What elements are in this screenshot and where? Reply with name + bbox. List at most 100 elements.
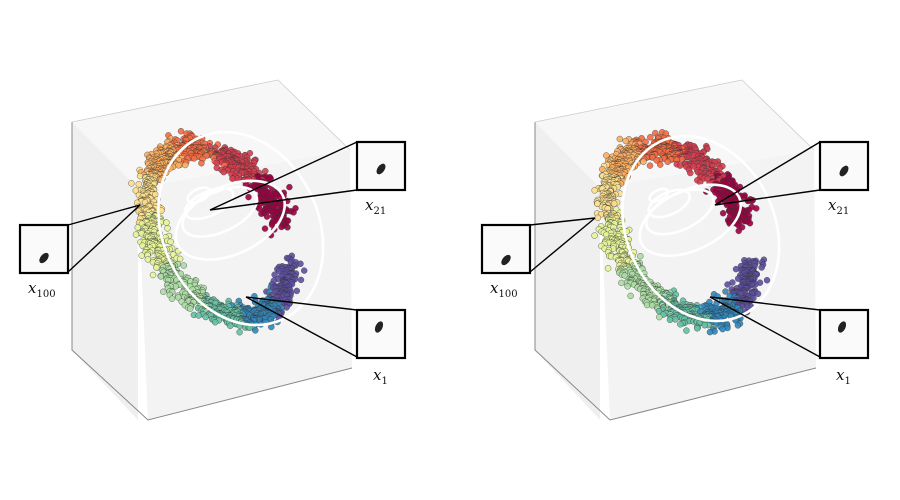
inset-x21: x21 bbox=[818, 140, 870, 217]
inset-label: x21 bbox=[365, 196, 386, 217]
scatter-point bbox=[263, 213, 271, 220]
scatter-point bbox=[182, 161, 189, 169]
scatter-point bbox=[640, 158, 647, 165]
scatter-point bbox=[153, 264, 160, 271]
scatter-point bbox=[627, 292, 634, 300]
scatter-point bbox=[220, 168, 227, 176]
scatter-point bbox=[163, 219, 170, 226]
scatter-point bbox=[656, 313, 663, 321]
scatter-point bbox=[719, 209, 727, 217]
scatter-point bbox=[284, 224, 291, 231]
scatter-point bbox=[164, 225, 171, 232]
scatter-point bbox=[599, 166, 606, 173]
scatter-point bbox=[653, 157, 660, 164]
scatter-point bbox=[177, 127, 185, 135]
axes-box bbox=[534, 79, 817, 421]
inset-label: x100 bbox=[28, 279, 56, 300]
scatter-point bbox=[687, 169, 694, 177]
scatter-point bbox=[616, 135, 623, 143]
scatter-point bbox=[136, 172, 144, 180]
inset-label: x100 bbox=[490, 279, 518, 300]
scatter-point bbox=[261, 225, 269, 232]
inset-blob bbox=[839, 165, 849, 177]
scatter-point bbox=[758, 264, 765, 271]
contour-line bbox=[638, 183, 743, 257]
contour-line bbox=[181, 185, 259, 238]
scatter-point bbox=[624, 283, 631, 290]
scatter-point bbox=[753, 205, 760, 212]
scatter-point bbox=[734, 322, 742, 329]
scatter-point bbox=[128, 180, 135, 187]
panel-left: x21 x100 x1 bbox=[18, 79, 407, 421]
scatter-point bbox=[647, 133, 654, 141]
scatter-point bbox=[160, 288, 167, 295]
scatter-point bbox=[258, 210, 265, 218]
scatter-point bbox=[132, 231, 140, 238]
scatter-point bbox=[195, 312, 202, 319]
scatter-point bbox=[646, 162, 654, 169]
scatter-point bbox=[604, 265, 612, 272]
scatter-point bbox=[706, 328, 714, 336]
inset-label: x1 bbox=[373, 366, 388, 387]
scatter-point bbox=[297, 276, 305, 284]
inset-x100: x100 bbox=[18, 223, 70, 300]
inset-label: x1 bbox=[836, 366, 851, 387]
scatter-point bbox=[236, 329, 243, 336]
inset-x1: x1 bbox=[818, 308, 870, 387]
connector-lines bbox=[529, 141, 821, 358]
scatter-point bbox=[719, 325, 726, 333]
scatter-point bbox=[175, 162, 182, 169]
scatter-point bbox=[301, 267, 308, 274]
scatter-point bbox=[664, 158, 671, 166]
scatter-point bbox=[157, 273, 165, 280]
scatter-point bbox=[694, 325, 701, 332]
scatter-point bbox=[229, 175, 236, 182]
scatter-point bbox=[591, 187, 598, 194]
scatter-point bbox=[190, 155, 198, 162]
scatter-point bbox=[735, 227, 742, 235]
inset-blob bbox=[501, 254, 511, 266]
manifold-scatter bbox=[128, 127, 308, 336]
scatter-point bbox=[754, 290, 762, 297]
scatter-point bbox=[683, 327, 690, 334]
scatter-point bbox=[180, 262, 188, 269]
scatter-point bbox=[618, 279, 625, 287]
scatter-point bbox=[701, 322, 708, 329]
scatter-point bbox=[676, 162, 684, 169]
inset-x100: x100 bbox=[480, 223, 532, 300]
scatter-point bbox=[262, 167, 269, 175]
scatter-point bbox=[672, 316, 679, 323]
scatter-point bbox=[202, 313, 209, 321]
inset-blob bbox=[39, 252, 49, 264]
scatter-point bbox=[637, 253, 644, 260]
density-contours bbox=[157, 130, 325, 327]
scatter-point bbox=[594, 214, 602, 222]
scatter-point bbox=[591, 232, 598, 239]
inset-label: x21 bbox=[828, 196, 849, 217]
scatter-point bbox=[286, 183, 293, 191]
connector-lines bbox=[67, 141, 358, 358]
scatter-point bbox=[734, 275, 742, 282]
scatter-point bbox=[132, 187, 140, 194]
scatter-point bbox=[666, 316, 674, 323]
scatter-point bbox=[744, 303, 751, 310]
scatter-point bbox=[746, 219, 754, 227]
scatter-point bbox=[763, 277, 771, 284]
scatter-point bbox=[168, 295, 176, 302]
scatter-point bbox=[198, 159, 205, 167]
scatter-point bbox=[149, 271, 157, 279]
inset-blob bbox=[374, 321, 384, 333]
scatter-point bbox=[245, 193, 252, 201]
scatter-point bbox=[290, 209, 297, 216]
scatter-point bbox=[677, 321, 684, 328]
inset-x21: x21 bbox=[355, 140, 407, 217]
scatter-point bbox=[611, 200, 618, 207]
scatter-point bbox=[732, 265, 740, 273]
scatter-point bbox=[167, 238, 174, 246]
contour-line bbox=[174, 179, 287, 261]
scatter-point bbox=[135, 180, 143, 188]
scatter-point bbox=[252, 327, 259, 334]
scatter-point bbox=[722, 288, 729, 295]
scatter-point bbox=[293, 287, 300, 295]
axes-box bbox=[71, 79, 353, 421]
